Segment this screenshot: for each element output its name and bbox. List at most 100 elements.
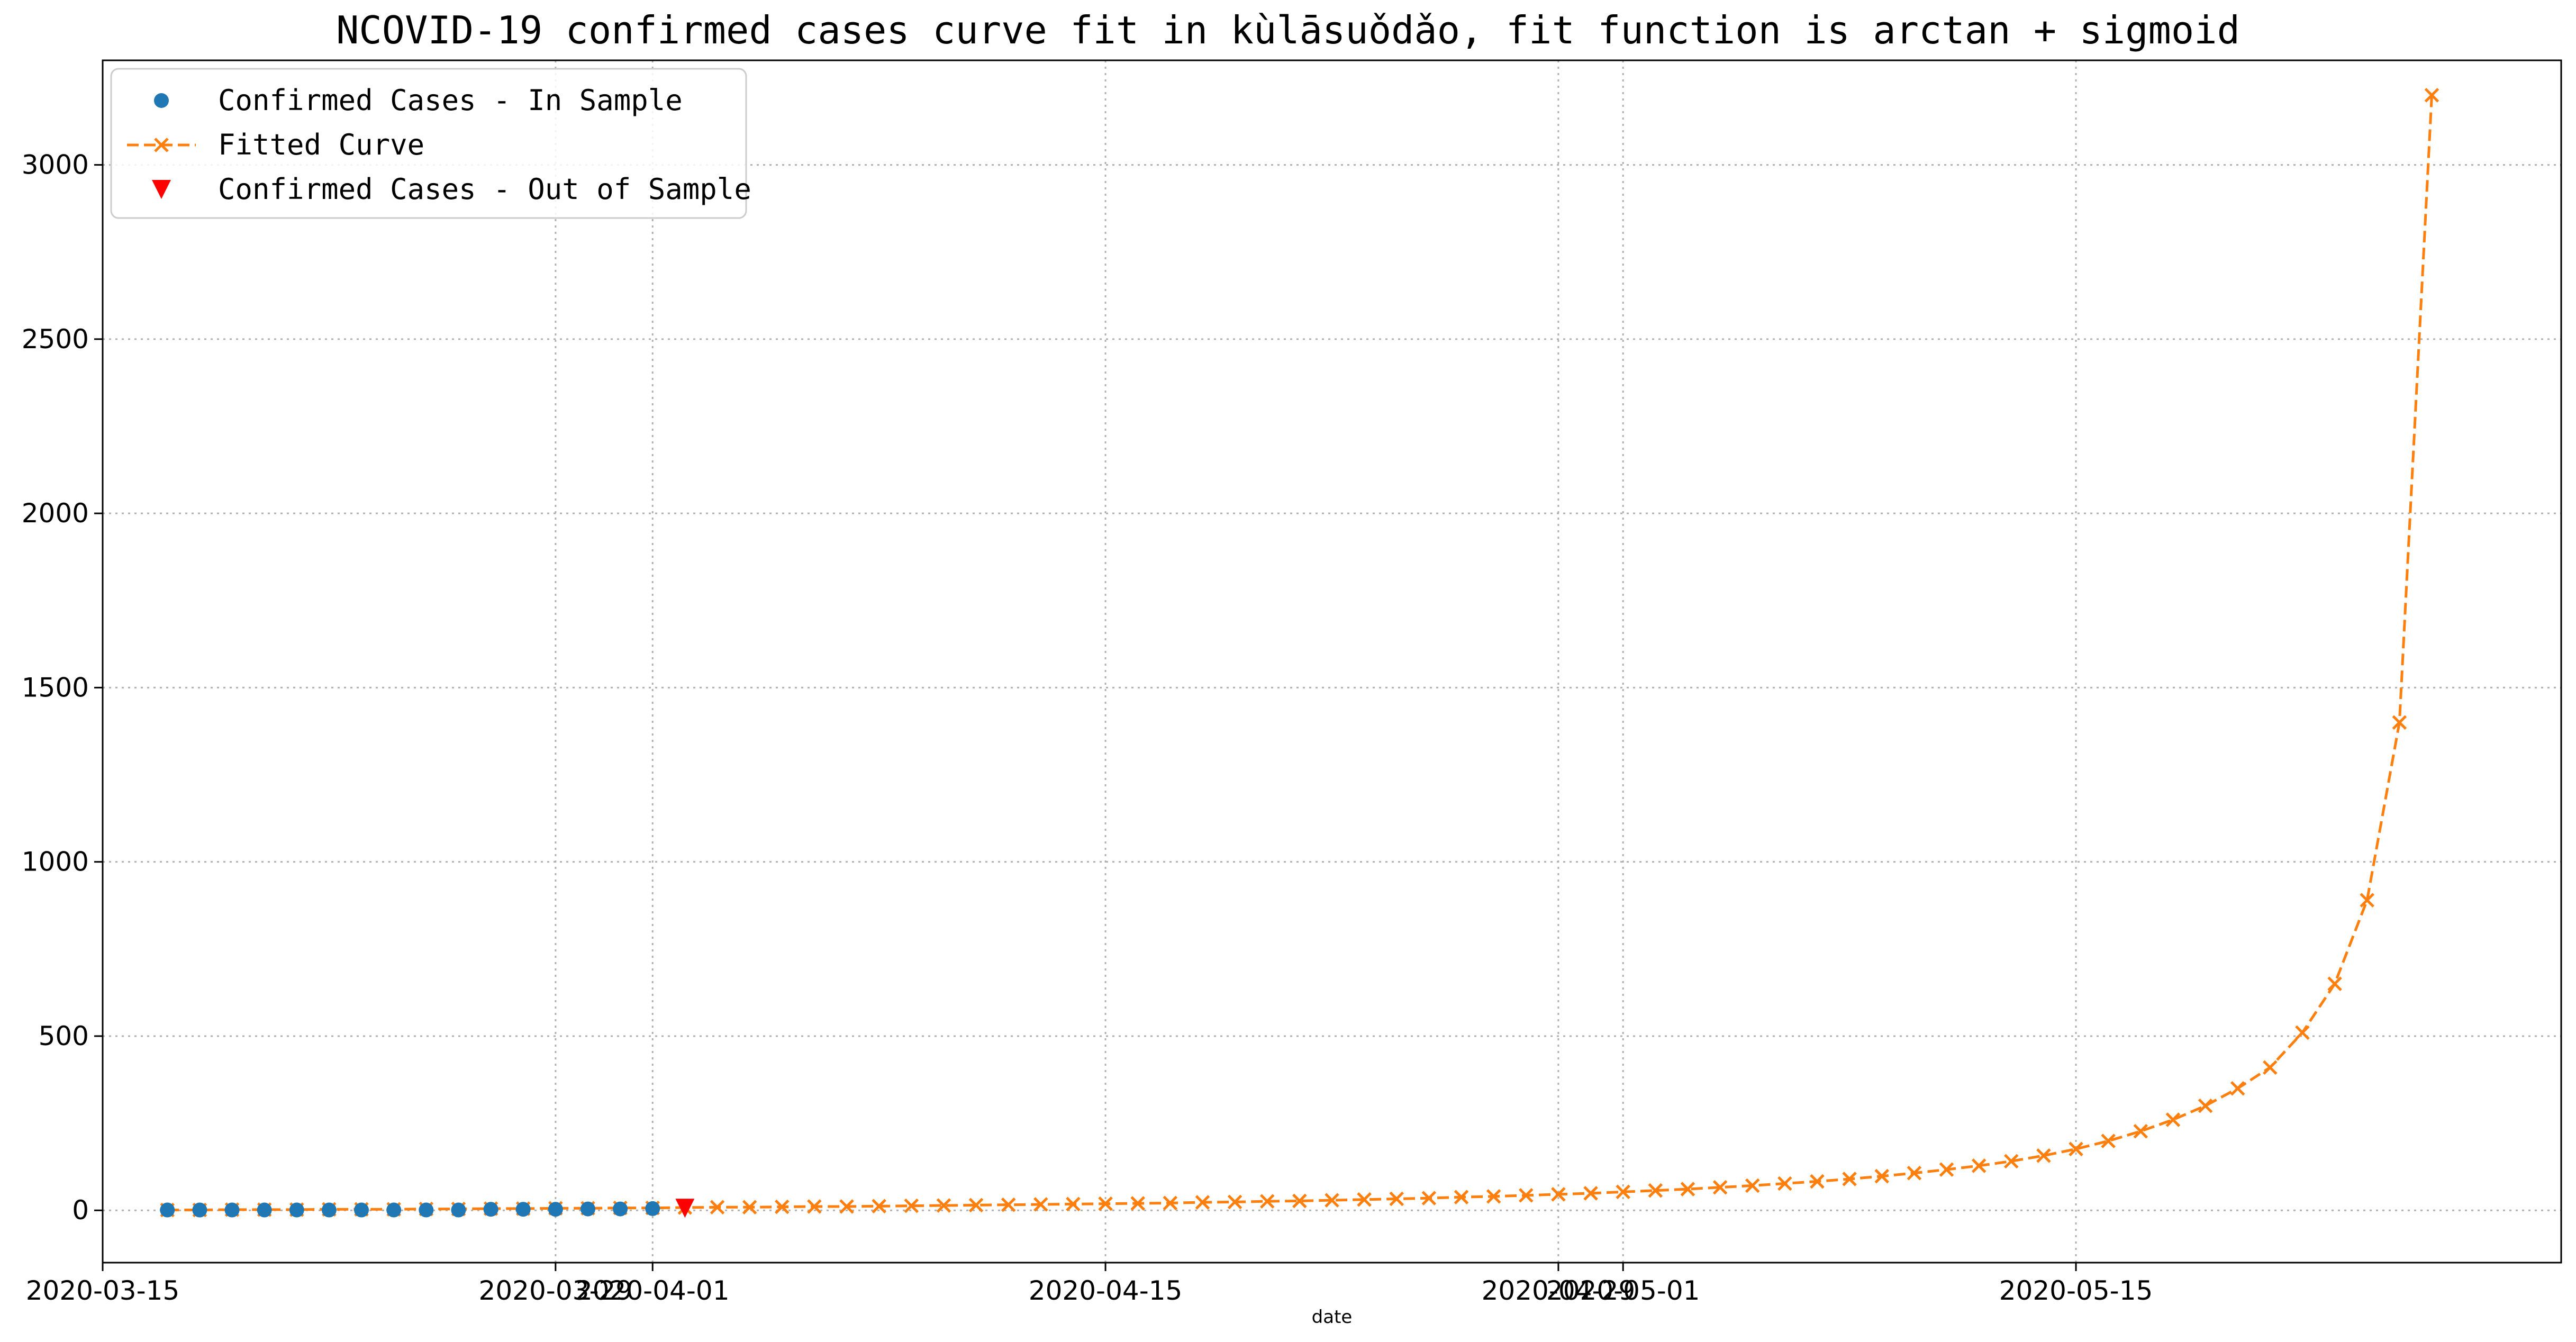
data-point	[1777, 1176, 1792, 1191]
data-point	[1874, 1168, 1890, 1184]
data-point	[1551, 1187, 1566, 1202]
data-point	[160, 1202, 175, 1218]
data-point	[1939, 1162, 1954, 1177]
data-point	[2263, 1060, 2278, 1075]
series-0	[160, 1201, 660, 1218]
x-tick-label: 2020-03-15	[26, 1275, 180, 1306]
x-tick-label: 2020-03-29	[479, 1275, 633, 1306]
data-point	[2392, 715, 2407, 730]
data-point	[1033, 1197, 1048, 1212]
data-point	[1227, 1194, 1242, 1210]
y-tick-label: 500	[39, 1021, 89, 1051]
plot-frame	[102, 59, 2562, 1264]
legend: Confirmed Cases - In Sample Fitted Curve C…	[110, 68, 751, 219]
data-point	[2165, 1112, 2181, 1127]
data-point	[1454, 1190, 1469, 1204]
data-point	[2036, 1148, 2051, 1163]
data-point	[2101, 1134, 2116, 1148]
data-point	[1616, 1184, 1630, 1200]
data-point	[2230, 1081, 2245, 1096]
legend-marker	[154, 138, 169, 152]
y-tick-label: 3000	[22, 150, 89, 180]
legend-box	[110, 68, 747, 219]
x-tick-label: 2020-04-29	[1482, 1275, 1636, 1306]
data-point	[1907, 1165, 1922, 1181]
data-point	[2295, 1025, 2310, 1040]
data-point	[968, 1198, 984, 1213]
data-point	[675, 1199, 695, 1218]
x-tick-label: 2020-05-01	[1546, 1275, 1700, 1306]
data-point	[2069, 1141, 2083, 1157]
data-point	[1066, 1196, 1081, 1212]
data-point	[192, 1202, 207, 1218]
data-point	[1583, 1186, 1598, 1201]
data-point	[2424, 88, 2439, 103]
data-point	[1325, 1193, 1339, 1208]
legend-label: Confirmed Cases - Out of Sample	[218, 173, 751, 206]
data-point	[419, 1202, 434, 1218]
data-point	[774, 1199, 790, 1214]
grid-lines	[102, 60, 2561, 1263]
data-point	[580, 1201, 595, 1217]
series-2	[675, 1199, 695, 1218]
data-point	[483, 1202, 498, 1217]
data-point	[839, 1199, 854, 1214]
data-point	[936, 1198, 951, 1213]
fitted-curve-line	[167, 95, 2433, 1212]
series-layer	[160, 88, 2439, 1218]
data-point	[289, 1202, 304, 1218]
y-tick-label: 1500	[22, 672, 89, 703]
y-axis: 0 500 1000 1500 2000 2500 3000	[22, 150, 103, 1226]
data-point	[710, 1200, 725, 1215]
data-point	[904, 1198, 919, 1213]
data-point	[1680, 1182, 1695, 1196]
data-point	[548, 1202, 563, 1217]
data-point	[1163, 1195, 1178, 1211]
data-point	[1195, 1195, 1210, 1210]
y-tick-label: 2000	[22, 498, 89, 529]
data-point	[1842, 1172, 1857, 1186]
legend-marker	[154, 93, 169, 108]
x-tick-label: 2020-04-01	[576, 1275, 730, 1306]
data-point	[1519, 1188, 1534, 1203]
data-point	[742, 1200, 757, 1215]
data-point	[515, 1202, 531, 1217]
data-point	[1810, 1174, 1825, 1189]
data-point	[1421, 1191, 1437, 1205]
data-point	[1486, 1189, 1501, 1204]
data-point	[613, 1201, 628, 1217]
data-point	[1971, 1158, 1987, 1173]
x-axis-label: date	[1312, 1307, 1353, 1328]
data-point	[2327, 976, 2342, 991]
data-point	[257, 1202, 272, 1218]
data-point	[807, 1199, 822, 1214]
data-point	[1259, 1194, 1275, 1209]
data-point	[386, 1202, 402, 1218]
data-point	[1357, 1192, 1372, 1207]
x-tick-label: 2020-05-15	[1999, 1275, 2153, 1306]
data-point	[321, 1202, 337, 1218]
data-point	[2003, 1154, 2019, 1169]
data-point	[1389, 1191, 1404, 1207]
series-1	[160, 88, 2439, 1218]
legend-label: Fitted Curve	[218, 128, 424, 161]
data-point	[2360, 893, 2374, 908]
y-tick-label: 2500	[22, 324, 89, 355]
data-point	[2198, 1098, 2213, 1113]
data-point	[354, 1202, 369, 1218]
data-point	[1001, 1197, 1016, 1212]
data-point	[2133, 1123, 2148, 1139]
data-point	[1130, 1196, 1145, 1211]
data-point	[872, 1199, 886, 1214]
data-point	[1098, 1196, 1113, 1211]
data-point	[451, 1202, 466, 1218]
legend-items: Confirmed Cases - In Sample Fitted Curve C…	[127, 84, 751, 206]
chart-title: NCOVID-19 confirmed cases curve fit in k…	[336, 8, 2240, 52]
data-point	[1648, 1183, 1663, 1198]
legend-marker	[152, 180, 171, 199]
data-point	[1745, 1178, 1760, 1193]
x-tick-label: 2020-04-15	[1029, 1275, 1183, 1306]
data-point	[224, 1202, 240, 1218]
